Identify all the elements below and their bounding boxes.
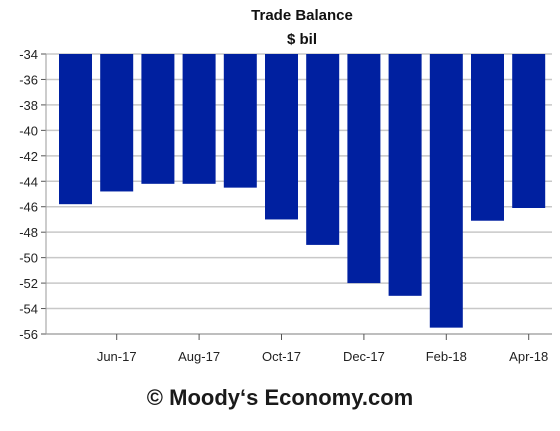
- y-tick-label: -48: [19, 225, 38, 240]
- y-tick-label: -54: [19, 302, 38, 317]
- bar-oct-17: [265, 54, 298, 220]
- copyright-credit: © Moody‘s Economy.com: [146, 385, 414, 410]
- bar-jan-18: [388, 54, 422, 296]
- chart-subtitle: $ bil: [287, 31, 317, 48]
- y-tick-label: -56: [19, 327, 38, 342]
- y-tick-label: -52: [19, 276, 38, 291]
- x-tick-label: Jun-17: [97, 349, 137, 364]
- x-tick-label: Aug-17: [178, 349, 220, 364]
- bar-aug-17: [182, 54, 216, 184]
- y-tick-label: -44: [19, 174, 38, 189]
- y-tick-label: -42: [19, 149, 38, 164]
- x-tick-label: Apr-18: [509, 349, 548, 364]
- y-tick-label: -40: [19, 123, 38, 138]
- bar-jun-17: [100, 54, 134, 192]
- chart-title: Trade Balance: [251, 7, 353, 24]
- bar-jul-17: [141, 54, 175, 184]
- x-tick-label: Feb-18: [426, 349, 467, 364]
- y-tick-label: -38: [19, 98, 38, 113]
- bar-nov-17: [306, 54, 340, 245]
- bar-layer: [59, 54, 546, 328]
- x-tick-label: Dec-17: [343, 349, 385, 364]
- x-tick-label: Oct-17: [262, 349, 301, 364]
- axis-layer: -34 -36 -38 -40 -42 -44 -46 -48 -50 -52 -54 -56 Jun-…: [19, 47, 552, 364]
- y-tick-label: -46: [19, 200, 38, 215]
- bar-mar-18: [471, 54, 504, 221]
- bar-sep-17: [223, 54, 257, 188]
- y-tick-label: -36: [19, 72, 38, 87]
- bar-apr-18: [512, 54, 546, 208]
- bar-may-17: [59, 54, 92, 205]
- y-tick-label: -50: [19, 251, 38, 266]
- bar-feb-18: [429, 54, 463, 328]
- bar-dec-17: [347, 54, 381, 284]
- y-tick-label: -34: [19, 47, 38, 62]
